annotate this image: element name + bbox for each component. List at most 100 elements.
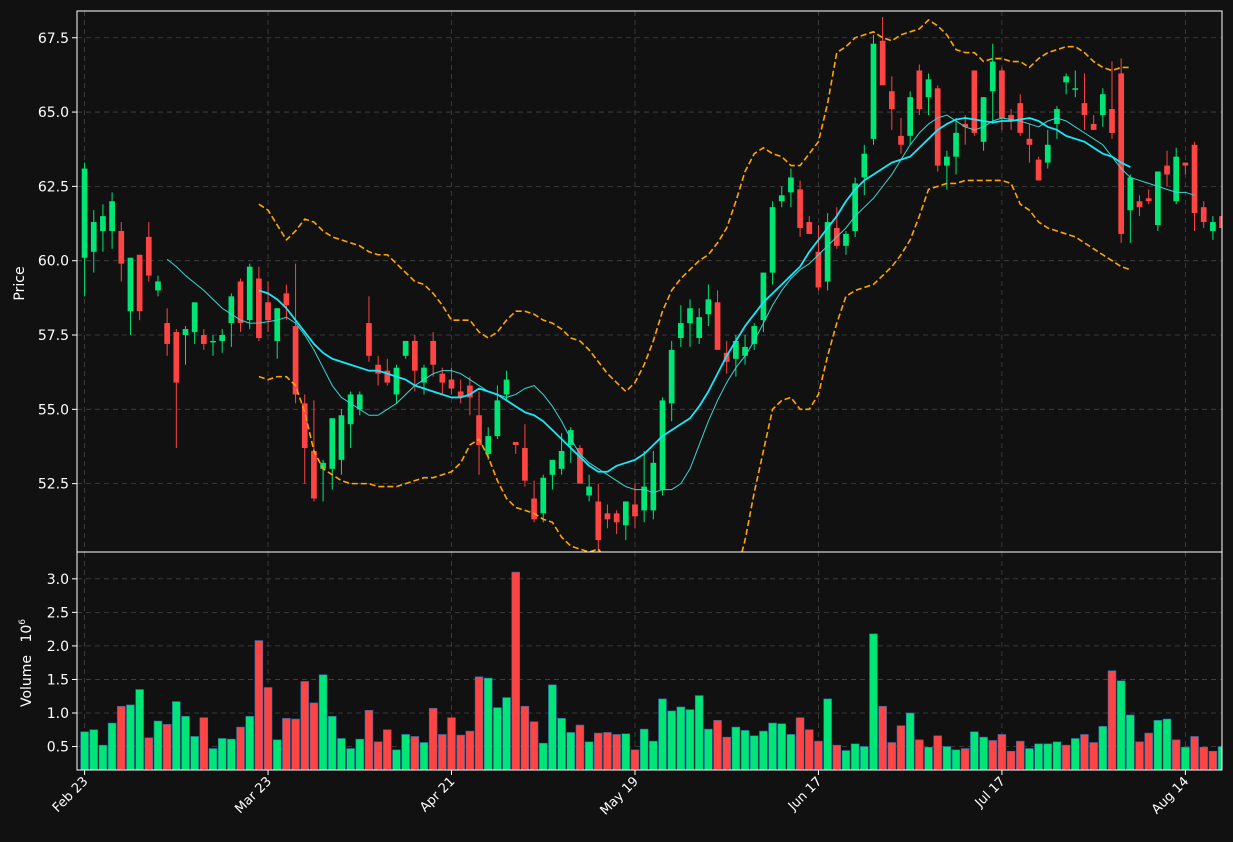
volume-bar bbox=[98, 744, 108, 770]
volume-bar bbox=[135, 689, 144, 770]
candle-body bbox=[155, 281, 161, 291]
volume-bar bbox=[282, 718, 291, 770]
candle-body bbox=[375, 364, 381, 374]
candle bbox=[320, 459, 326, 502]
volume-bar bbox=[584, 741, 594, 770]
candle-body bbox=[1008, 115, 1014, 121]
volume-bar bbox=[153, 720, 163, 770]
volume-bar bbox=[960, 748, 970, 770]
candle-body bbox=[191, 302, 198, 333]
volume-bar bbox=[924, 746, 933, 770]
candle-body bbox=[338, 415, 345, 460]
volume-bar bbox=[392, 749, 401, 770]
candle bbox=[1155, 171, 1161, 231]
volume-bar bbox=[419, 742, 429, 770]
volume-bar bbox=[291, 718, 300, 770]
volume-bar bbox=[1016, 740, 1025, 770]
candle-body bbox=[347, 394, 354, 425]
candle bbox=[1173, 147, 1180, 205]
volume-bar bbox=[548, 684, 557, 770]
volume-bar bbox=[483, 677, 493, 770]
volume-axis-exponent-base: 10 bbox=[19, 625, 35, 643]
candle-body bbox=[457, 391, 464, 398]
candle bbox=[806, 216, 813, 234]
candle bbox=[338, 409, 345, 475]
volume-axis-exponent-power: 6 bbox=[18, 619, 28, 625]
candle bbox=[182, 326, 189, 365]
candle-body bbox=[237, 281, 244, 324]
volume-bar bbox=[933, 735, 942, 770]
candle bbox=[1136, 195, 1143, 217]
volume-bar bbox=[1043, 743, 1053, 770]
candle-body bbox=[659, 400, 666, 490]
volume-y-tick-label: 0.5 bbox=[47, 740, 69, 756]
candle bbox=[356, 391, 363, 416]
candle bbox=[898, 118, 904, 154]
volume-bar bbox=[878, 705, 887, 770]
lower-band-line bbox=[258, 179, 1131, 552]
candle bbox=[934, 85, 941, 172]
volume-bar bbox=[1190, 736, 1199, 770]
volume-bar bbox=[1144, 732, 1153, 770]
candle-body bbox=[751, 326, 758, 344]
candle bbox=[705, 284, 712, 327]
candle-body bbox=[1054, 109, 1060, 124]
candle bbox=[1219, 201, 1222, 234]
volume-bar bbox=[355, 738, 365, 770]
candle bbox=[788, 168, 794, 208]
candle bbox=[696, 308, 703, 344]
candle-body bbox=[301, 403, 308, 448]
volume-bar bbox=[1006, 750, 1016, 770]
volume-bar bbox=[474, 676, 484, 770]
price-y-tick-label: 55.0 bbox=[38, 402, 69, 418]
volume-y-tick-label: 1.0 bbox=[47, 706, 69, 722]
axis-labels: Feb 23 Mar 23 Apr 21 May 19 Jun 17 Jul 17 Aug … bbox=[12, 31, 1192, 819]
volume-bar bbox=[1080, 734, 1089, 770]
candle-body bbox=[1109, 109, 1115, 133]
candle-body bbox=[503, 379, 510, 395]
candle-body bbox=[898, 135, 904, 145]
candle-body bbox=[1017, 103, 1024, 133]
candle bbox=[1210, 216, 1216, 240]
candle-body bbox=[769, 207, 776, 273]
volume-bar bbox=[621, 733, 631, 770]
candle-body bbox=[668, 349, 675, 404]
candle-body bbox=[962, 123, 969, 127]
volume-bar bbox=[722, 736, 731, 770]
candle-body bbox=[100, 216, 106, 231]
candle-body bbox=[916, 70, 923, 110]
volume-bar bbox=[639, 728, 649, 770]
candle-body bbox=[90, 222, 97, 252]
volume-bar bbox=[520, 705, 530, 770]
candle-body bbox=[824, 222, 831, 282]
candle bbox=[136, 254, 143, 321]
candle bbox=[485, 427, 492, 460]
candle-body bbox=[274, 308, 281, 341]
candle-body bbox=[944, 156, 950, 166]
candle bbox=[980, 97, 987, 151]
candle bbox=[861, 144, 868, 196]
volume-bar bbox=[383, 729, 392, 770]
candle-body bbox=[888, 91, 895, 110]
volume-bar bbox=[346, 748, 355, 770]
candle-body bbox=[953, 132, 959, 157]
candle bbox=[659, 397, 666, 496]
volume-bar bbox=[1025, 748, 1034, 770]
candle bbox=[100, 204, 106, 252]
volume-bar bbox=[272, 739, 282, 770]
candle bbox=[650, 450, 657, 520]
price-overlays bbox=[166, 19, 1195, 552]
volume-bar bbox=[208, 748, 218, 770]
candle bbox=[118, 222, 125, 282]
candle bbox=[742, 335, 748, 365]
volume-bar bbox=[694, 695, 704, 770]
candle-body bbox=[1063, 76, 1069, 83]
candle-body bbox=[265, 302, 271, 321]
volume-bar bbox=[236, 726, 245, 770]
volume-bar bbox=[667, 710, 676, 770]
candle bbox=[907, 91, 914, 145]
candle bbox=[439, 367, 446, 395]
candle-body bbox=[1127, 177, 1134, 211]
candle bbox=[301, 394, 308, 484]
